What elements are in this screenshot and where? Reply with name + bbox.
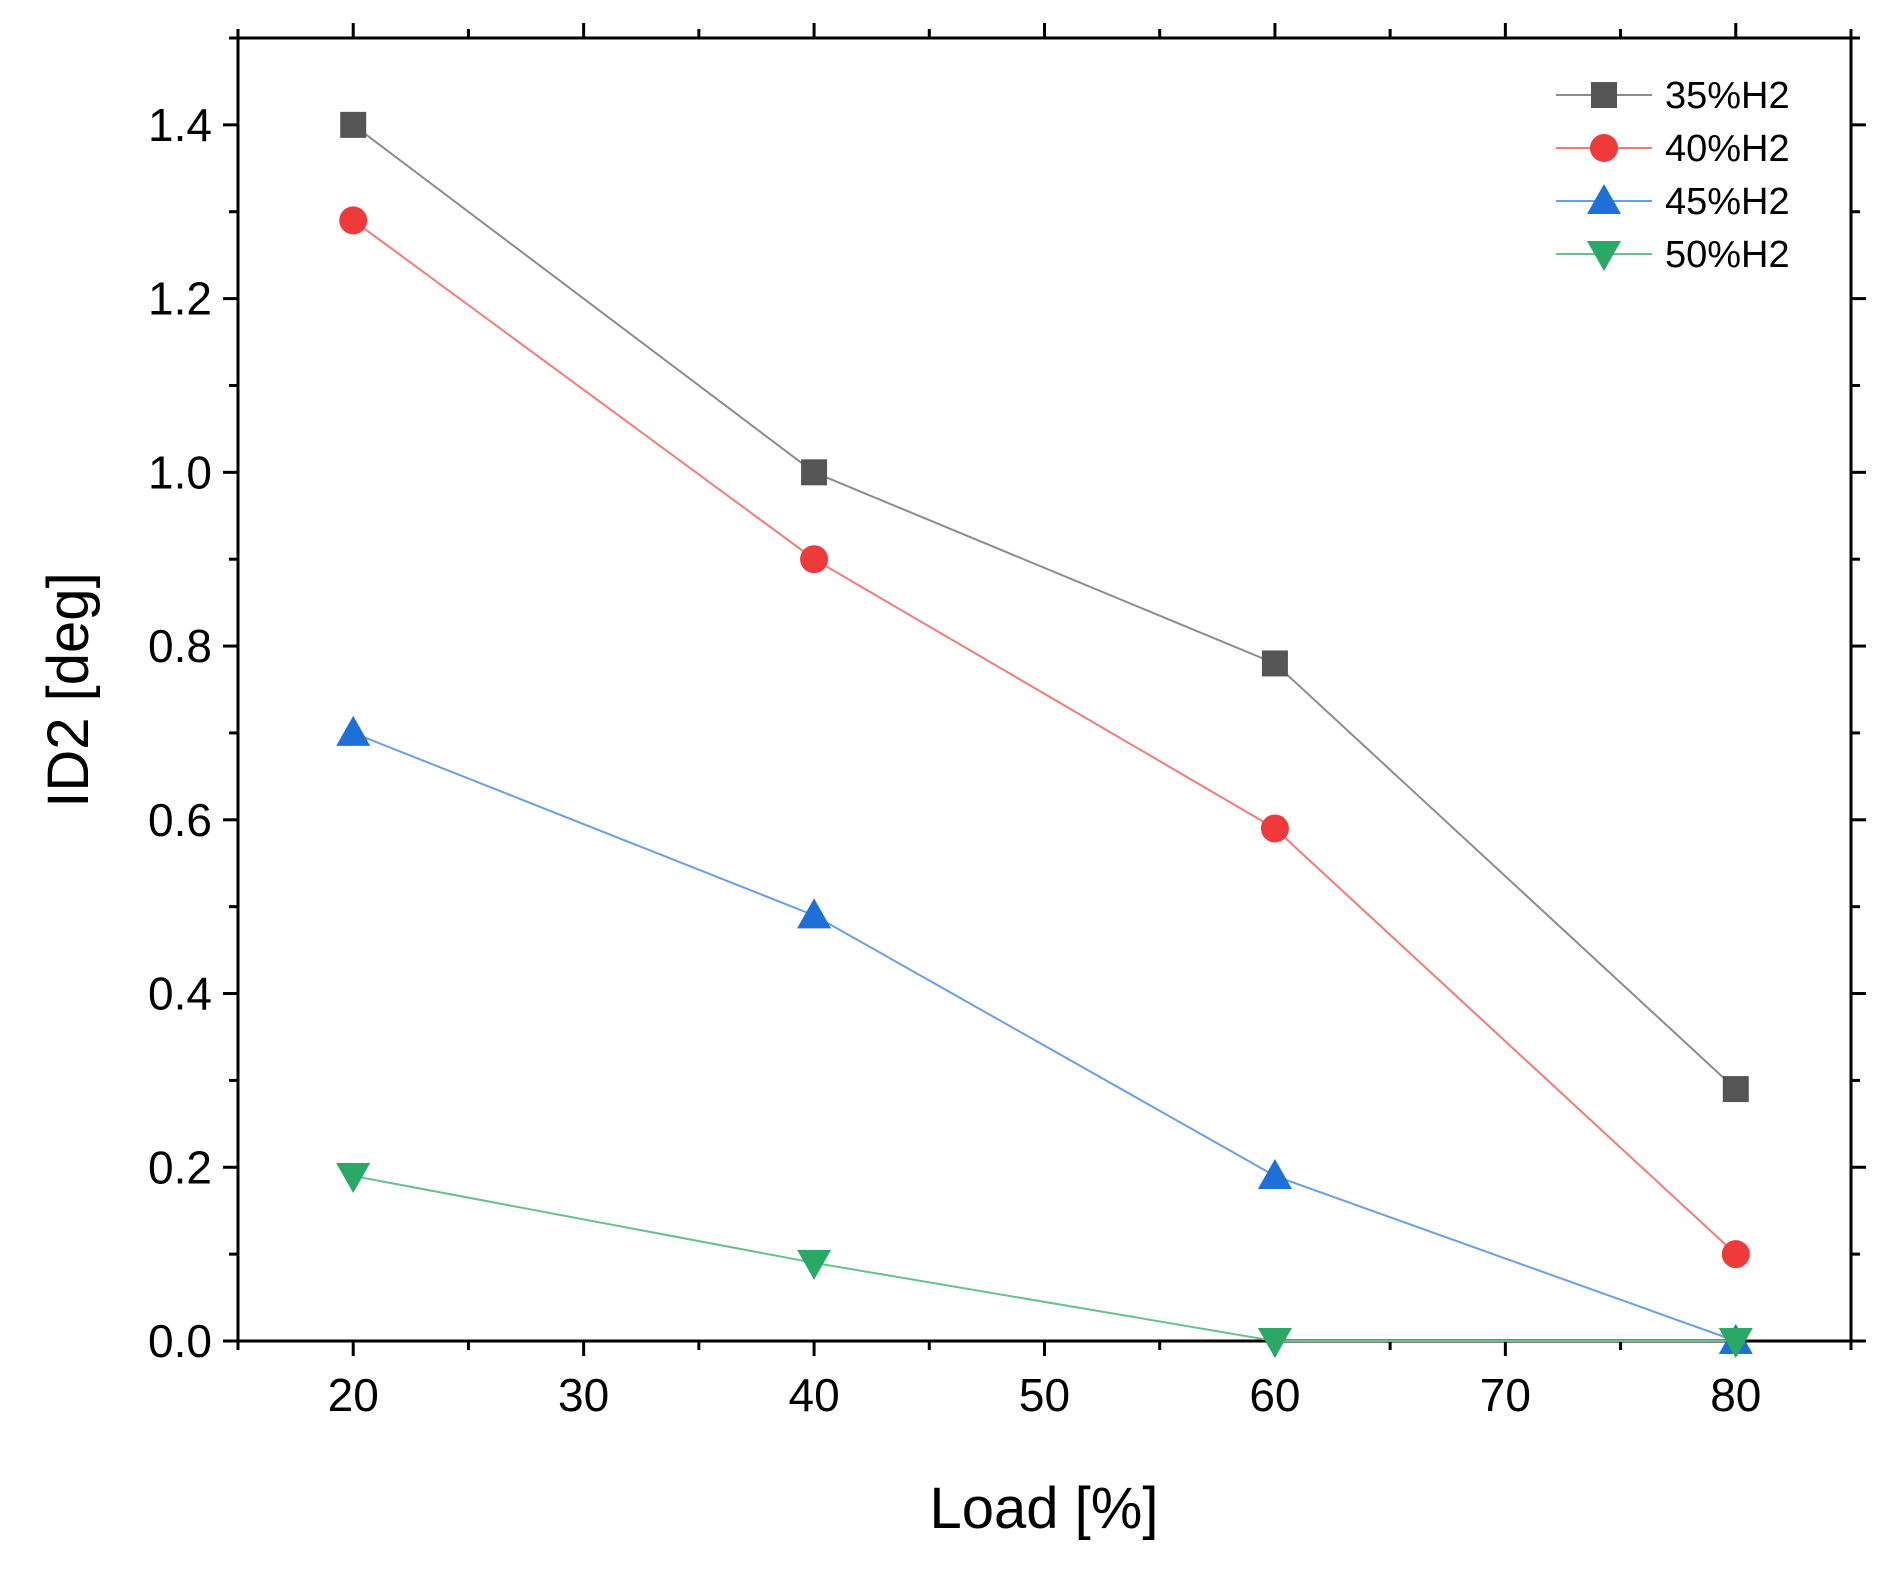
legend-label-50pcth2: 50%H2 (1665, 234, 1790, 276)
data-point-35pcth2 (340, 111, 367, 138)
y-axis-ticks: 0.0 0.2 0.4 0.6 0.8 1.0 1.2 1.4 (148, 36, 1866, 1367)
series-markers (336, 111, 1753, 1358)
data-point-45pcth2 (1257, 1158, 1292, 1189)
data-point-35pcth2 (801, 459, 828, 486)
legend-marker-45pcth2 (1587, 184, 1621, 214)
data-point-40pcth2 (339, 206, 368, 235)
y-tick-label: 0.0 (148, 1315, 212, 1367)
y-tick-label: 0.4 (148, 968, 212, 1020)
x-tick-label: 30 (558, 1369, 609, 1421)
x-tick-label: 80 (1710, 1369, 1761, 1421)
x-axis-ticks: 20 30 40 50 60 70 80 (236, 23, 1853, 1421)
data-point-40pcth2 (1260, 814, 1289, 843)
x-axis-title: Load [%] (930, 1476, 1159, 1541)
x-tick-label: 50 (1019, 1369, 1070, 1421)
data-point-50pcth2 (1257, 1328, 1292, 1358)
data-point-45pcth2 (797, 898, 832, 929)
y-tick-label: 0.6 (148, 794, 212, 846)
legend-label-45pcth2: 45%H2 (1665, 181, 1790, 223)
series-line-40pcth2 (352, 219, 1737, 1255)
data-point-50pcth2 (797, 1249, 832, 1280)
data-point-50pcth2 (1718, 1328, 1753, 1358)
series-lines (352, 124, 1737, 1342)
x-tick-label: 60 (1249, 1369, 1300, 1421)
x-tick-label: 40 (788, 1369, 839, 1421)
y-tick-label: 0.8 (148, 620, 212, 672)
y-tick-label: 1.2 (148, 273, 212, 325)
series-line-45pcth2 (352, 732, 1737, 1342)
x-tick-label: 70 (1480, 1369, 1531, 1421)
data-point-40pcth2 (1721, 1240, 1750, 1269)
legend-marker-50pcth2 (1587, 241, 1621, 271)
legend: 35%H2 40%H2 45%H2 50%H2 (1556, 75, 1790, 276)
legend-label-35pcth2: 35%H2 (1665, 75, 1790, 117)
legend-label-40pcth2: 40%H2 (1665, 128, 1790, 170)
data-point-50pcth2 (336, 1162, 371, 1193)
legend-marker-40pcth2 (1590, 134, 1618, 162)
plot-area-frame (236, 36, 1853, 1343)
data-point-45pcth2 (336, 715, 371, 746)
series-line-35pcth2 (352, 124, 1737, 1090)
y-axis-title: ID2 [deg] (36, 572, 101, 807)
y-tick-label: 0.2 (148, 1141, 212, 1193)
y-tick-label: 1.4 (148, 99, 212, 151)
series-line-50pcth2 (353, 1174, 1736, 1342)
legend-marker-35pcth2 (1591, 82, 1617, 108)
data-point-40pcth2 (800, 545, 829, 574)
y-tick-label: 1.0 (148, 446, 212, 498)
data-point-35pcth2 (1722, 1076, 1749, 1103)
data-point-35pcth2 (1261, 650, 1288, 677)
x-tick-label: 20 (328, 1369, 379, 1421)
